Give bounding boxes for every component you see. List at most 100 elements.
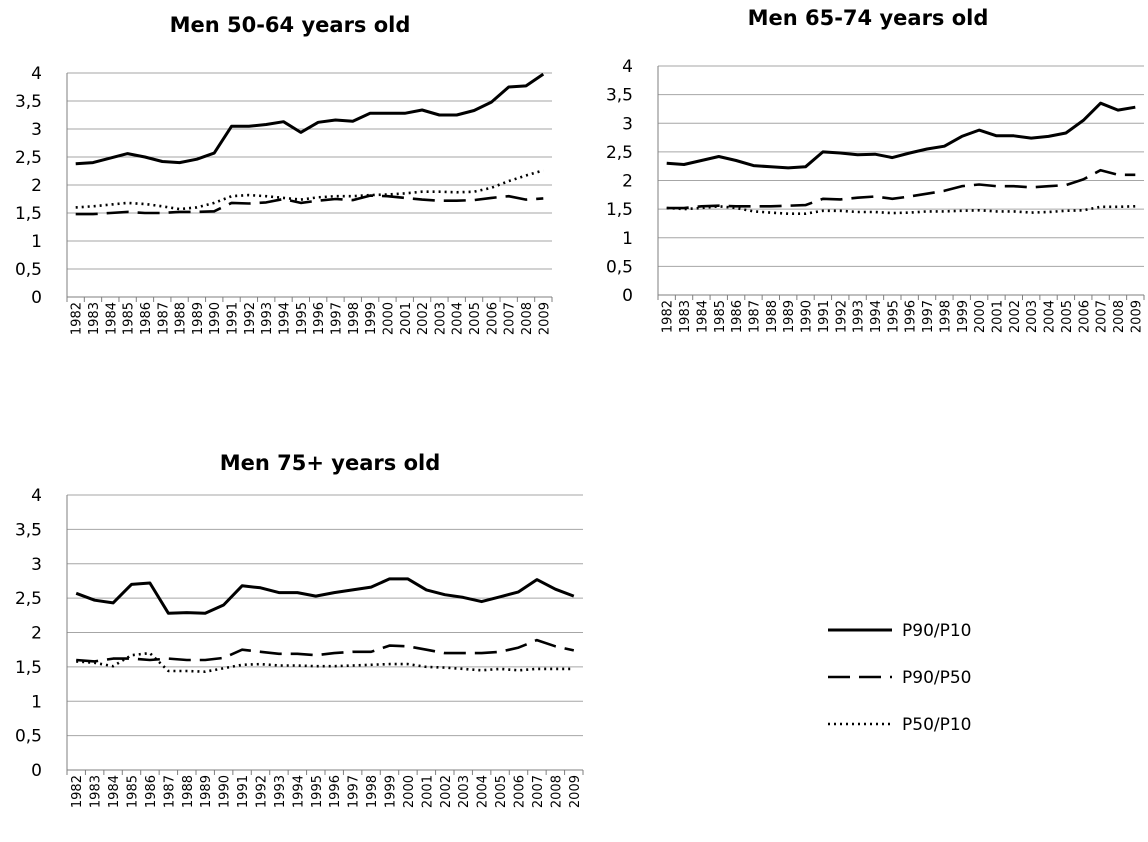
x-tick-label: 1996 <box>312 302 327 335</box>
x-tick-label: 2004 <box>1043 300 1058 333</box>
x-tick-label: 1990 <box>208 302 223 335</box>
x-tick-label: 2005 <box>494 775 509 808</box>
x-tick-label: 1989 <box>191 302 206 335</box>
x-tick-label: 1982 <box>661 300 676 333</box>
y-tick-label: 1,5 <box>15 204 42 224</box>
x-tick-label: 2007 <box>531 775 546 808</box>
x-tick-label: 1998 <box>347 302 362 335</box>
x-tick-label: 2005 <box>1060 300 1075 333</box>
x-tick-label: 2004 <box>451 302 466 335</box>
y-tick-label: 1,5 <box>15 658 42 678</box>
x-tick-label: 1987 <box>156 302 171 335</box>
x-tick-label: 2005 <box>468 302 483 335</box>
y-tick-label: 4 <box>31 486 42 506</box>
x-tick-label: 1996 <box>904 300 919 333</box>
y-tick-label: 0,5 <box>15 727 42 747</box>
x-tick-label: 1984 <box>695 300 710 333</box>
x-tick-label: 1985 <box>126 775 141 808</box>
x-tick-label: 2008 <box>1112 300 1127 333</box>
x-tick-label: 1988 <box>181 775 196 808</box>
x-tick-label: 2006 <box>485 302 500 335</box>
chart-men-50-64: Men 50-64 years old 0 0,5 1 1,5 2 2,5 3 3,5 4 1982… <box>15 13 553 335</box>
x-tick-label: 2000 <box>402 775 417 808</box>
y-tick-label: 1,5 <box>606 200 633 220</box>
x-tick-label: 1991 <box>236 775 251 808</box>
x-tick-label: 1983 <box>87 302 102 335</box>
x-tick-label: 1998 <box>365 775 380 808</box>
x-tick-label: 1991 <box>817 300 832 333</box>
x-tick-label: 1994 <box>278 302 293 335</box>
x-tick-label: 1988 <box>174 302 189 335</box>
x-tick-label: 2009 <box>568 775 583 808</box>
y-tick-label: 3,5 <box>15 520 42 540</box>
series-line-p50-p10 <box>75 169 544 211</box>
x-tick-label: 1987 <box>747 300 762 333</box>
x-tick-label: 1984 <box>104 302 119 335</box>
series-line-p50-p10 <box>666 205 1136 215</box>
y-tick-label: 0 <box>31 761 42 781</box>
y-tick-label: 3 <box>622 114 633 134</box>
chart-men-75-plus: Men 75+ years old 0 0,5 1 1,5 2 2,5 3 3,5 4 1982 19… <box>15 451 584 808</box>
x-tick-label: 1993 <box>273 775 288 808</box>
series-line-p90-p10 <box>75 72 545 166</box>
legend-label: P50/P10 <box>902 715 972 735</box>
y-tick-label: 1 <box>31 232 42 252</box>
x-tick-label: 2003 <box>433 302 448 335</box>
x-tick-label: 1999 <box>364 302 379 335</box>
y-tick-label: 0,5 <box>15 260 42 280</box>
x-tick-label: 1992 <box>243 302 258 335</box>
x-tick-label: 1991 <box>226 302 241 335</box>
x-tick-label: 1990 <box>800 300 815 333</box>
x-tick-label: 2007 <box>1095 300 1110 333</box>
y-tick-label: 1 <box>31 692 42 712</box>
x-tick-label: 1982 <box>70 302 85 335</box>
x-tick-label: 1992 <box>834 300 849 333</box>
y-tick-label: 0 <box>622 286 633 306</box>
x-tick-label: 2003 <box>1025 300 1040 333</box>
x-tick-label: 1990 <box>218 775 233 808</box>
x-tick-label: 1998 <box>938 300 953 333</box>
series-line-p90-p50 <box>666 168 1136 210</box>
x-tick-label: 2001 <box>399 302 414 335</box>
series-line-p50-p10 <box>76 651 574 674</box>
x-tick-label: 1993 <box>852 300 867 333</box>
x-tick-label: 2006 <box>513 775 528 808</box>
x-tick-label: 1986 <box>730 300 745 333</box>
y-tick-label: 0 <box>31 288 42 308</box>
y-tick-label: 3,5 <box>15 92 42 112</box>
legend-label: P90/P10 <box>902 621 972 641</box>
x-tick-label: 1985 <box>122 302 137 335</box>
y-tick-label: 2 <box>31 624 42 644</box>
y-tick-label: 2,5 <box>606 143 633 163</box>
y-tick-label: 2 <box>622 172 633 192</box>
x-tick-label: 1983 <box>678 300 693 333</box>
x-tick-label: 1986 <box>144 775 159 808</box>
y-tick-label: 4 <box>31 64 42 84</box>
x-tick-label: 2001 <box>420 775 435 808</box>
x-tick-label: 2000 <box>973 300 988 333</box>
x-tick-label: 2009 <box>537 302 552 335</box>
x-tick-label: 2008 <box>549 775 564 808</box>
series-line-p90-p10 <box>666 101 1136 170</box>
y-tick-label: 2,5 <box>15 589 42 609</box>
x-tick-label: 2002 <box>439 775 454 808</box>
x-tick-label: 1992 <box>255 775 270 808</box>
x-tick-label: 2007 <box>503 302 518 335</box>
x-tick-label: 2008 <box>520 302 535 335</box>
chart-men-65-74: Men 65-74 years old 0 0,5 1 1,5 2 2,5 3 3,5 4 1982… <box>606 6 1145 333</box>
x-tick-label: 1996 <box>328 775 343 808</box>
x-tick-label: 2009 <box>1129 300 1144 333</box>
x-tick-label: 1983 <box>89 775 104 808</box>
legend: P90/P10 P90/P50 P50/P10 <box>828 621 972 735</box>
x-tick-label: 2001 <box>990 300 1005 333</box>
x-tick-label: 1995 <box>886 300 901 333</box>
x-tick-label: 1999 <box>956 300 971 333</box>
legend-label: P90/P50 <box>902 668 972 688</box>
x-tick-label: 1997 <box>921 300 936 333</box>
x-tick-label: 1984 <box>107 775 122 808</box>
x-tick-label: 1994 <box>291 775 306 808</box>
x-tick-label: 1999 <box>384 775 399 808</box>
chart-title: Men 75+ years old <box>220 451 440 475</box>
x-tick-label: 1995 <box>310 775 325 808</box>
